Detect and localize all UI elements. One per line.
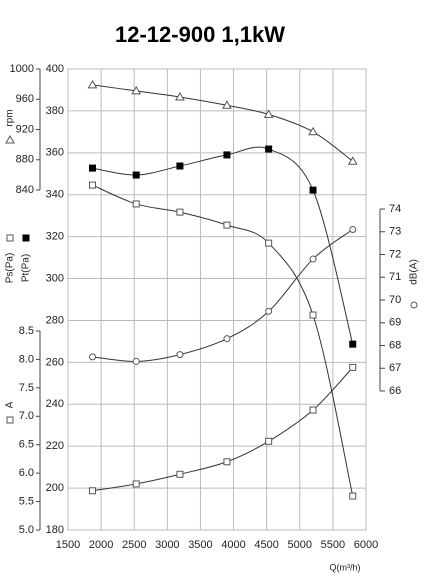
y2-tick-label: 68 xyxy=(389,339,401,351)
y-tick-label: 400 xyxy=(46,63,64,75)
data-point xyxy=(223,458,231,466)
data-point xyxy=(265,437,273,445)
data-point xyxy=(132,480,140,488)
x-tick-label: 2500 xyxy=(122,539,146,551)
current-tick-label: 6.0 xyxy=(19,467,34,479)
data-point xyxy=(132,171,140,179)
x-tick-label: 6000 xyxy=(354,539,378,551)
x-tick-label: 3500 xyxy=(188,539,212,551)
data-point xyxy=(309,311,317,319)
y-tick-label: 340 xyxy=(46,189,64,201)
plot-frame xyxy=(67,68,367,531)
data-point xyxy=(265,307,273,315)
data-point xyxy=(176,470,184,478)
series-line xyxy=(92,229,354,362)
data-point xyxy=(309,186,317,194)
rpm-tick-label: 840 xyxy=(16,184,34,196)
data-point xyxy=(349,225,357,233)
data-point xyxy=(175,91,185,101)
data-point xyxy=(89,353,97,361)
rpm-tick-label: 1000 xyxy=(10,63,34,75)
y-tick-label: 260 xyxy=(46,356,64,368)
y-tick-label: 180 xyxy=(46,524,64,536)
rpm-axis-label: rpm xyxy=(5,109,16,126)
current-tick-label: 8.5 xyxy=(19,325,34,337)
data-point xyxy=(410,301,418,309)
data-point xyxy=(176,351,184,359)
data-point xyxy=(89,164,97,172)
data-point xyxy=(132,357,140,365)
data-point xyxy=(263,109,274,118)
y2-tick-label: 72 xyxy=(389,248,401,260)
data-point xyxy=(223,151,231,159)
rpm-tick-label: 880 xyxy=(16,154,34,166)
x-tick-label: 4500 xyxy=(254,539,278,551)
x-tick-label: 1500 xyxy=(56,539,80,551)
data-point xyxy=(176,208,184,216)
current-tick-label: 5.0 xyxy=(19,524,34,536)
y-tick-label: 320 xyxy=(46,231,64,243)
data-point xyxy=(89,181,97,189)
data-point xyxy=(349,340,357,348)
data-point xyxy=(131,85,142,95)
y-tick-label: 200 xyxy=(46,482,64,494)
current-tick-label: 7.5 xyxy=(19,382,34,394)
data-point xyxy=(87,79,98,89)
current-tick-label: 6.5 xyxy=(19,439,34,451)
y2-tick-label: 70 xyxy=(389,294,401,306)
data-point xyxy=(309,255,317,263)
x-tick-label: 3000 xyxy=(155,539,179,551)
data-point xyxy=(349,492,357,500)
data-point xyxy=(6,234,14,242)
data-point xyxy=(5,134,15,144)
current-tick-label: 8.0 xyxy=(19,353,34,365)
data-point xyxy=(349,363,357,371)
data-point xyxy=(223,335,231,343)
current-tick-label: 5.5 xyxy=(19,495,34,507)
data-point xyxy=(265,239,273,247)
current-axis-label: A xyxy=(5,401,16,408)
y-tick-label: 220 xyxy=(46,440,64,452)
y-tick-label: 280 xyxy=(46,314,64,326)
y2-axis-label: dB(A) xyxy=(409,259,420,285)
y-tick-label: 300 xyxy=(46,272,64,284)
x-axis-label: Q(m³/h) xyxy=(330,562,361,572)
data-point xyxy=(309,406,317,414)
data-point xyxy=(132,200,140,208)
x-tick-label: 2000 xyxy=(89,539,113,551)
x-tick-label: 5000 xyxy=(288,539,312,551)
legend-label: Ps(Pa) xyxy=(5,253,16,284)
chart-title: 12-12-900 1,1kW xyxy=(115,22,285,47)
data-point xyxy=(222,100,232,109)
y2-tick-label: 74 xyxy=(389,203,401,215)
data-point xyxy=(347,156,358,165)
rpm-tick-label: 920 xyxy=(16,123,34,135)
current-tick-label: 7.0 xyxy=(19,410,34,422)
data-point xyxy=(308,126,318,136)
legend-label: Pt(Pa) xyxy=(21,254,32,282)
y2-tick-label: 67 xyxy=(389,362,401,374)
y2-tick-label: 73 xyxy=(389,226,401,238)
data-point xyxy=(265,145,273,153)
y-tick-label: 240 xyxy=(46,398,64,410)
y2-tick-label: 69 xyxy=(389,317,401,329)
series-line xyxy=(92,367,354,492)
y2-tick-label: 71 xyxy=(389,271,401,283)
series-line xyxy=(92,84,354,162)
data-point xyxy=(6,416,14,424)
y-tick-label: 380 xyxy=(46,105,64,117)
data-point xyxy=(176,162,184,170)
rpm-tick-label: 960 xyxy=(16,93,34,105)
y-tick-label: 360 xyxy=(46,147,64,159)
y2-tick-label: 66 xyxy=(389,385,401,397)
data-point xyxy=(223,221,231,229)
data-point xyxy=(89,487,97,495)
x-tick-label: 5500 xyxy=(321,539,345,551)
x-tick-label: 4000 xyxy=(221,539,245,551)
data-point xyxy=(22,234,30,242)
